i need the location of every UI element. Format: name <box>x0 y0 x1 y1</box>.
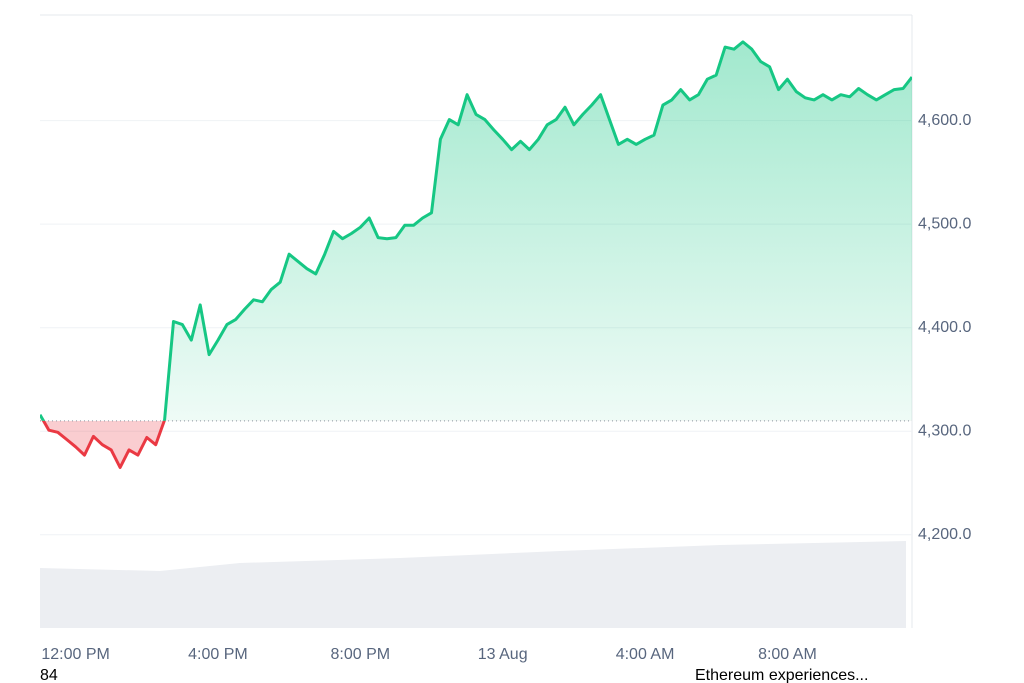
price-line-up <box>40 40 912 421</box>
y-tick-label: 4,500.0 <box>918 215 971 232</box>
area-up <box>40 41 912 421</box>
x-tick-label: 12:00 PM <box>41 646 109 663</box>
x-tick-label: 8:00 PM <box>331 646 391 663</box>
x-tick-label: 4:00 AM <box>616 646 675 663</box>
annotation: Ethereum experiences... <box>695 667 868 683</box>
x-tick-label: 4:00 PM <box>188 646 248 663</box>
annotation: 84 <box>40 667 58 683</box>
x-tick-label: 8:00 AM <box>758 646 817 663</box>
y-tick-label: 4,300.0 <box>918 422 971 439</box>
y-tick-label: 4,200.0 <box>918 526 971 543</box>
x-tick-label: 13 Aug <box>478 646 528 663</box>
volume-band <box>40 541 906 628</box>
y-tick-label: 4,400.0 <box>918 319 971 336</box>
y-tick-label: 4,600.0 <box>918 112 971 129</box>
